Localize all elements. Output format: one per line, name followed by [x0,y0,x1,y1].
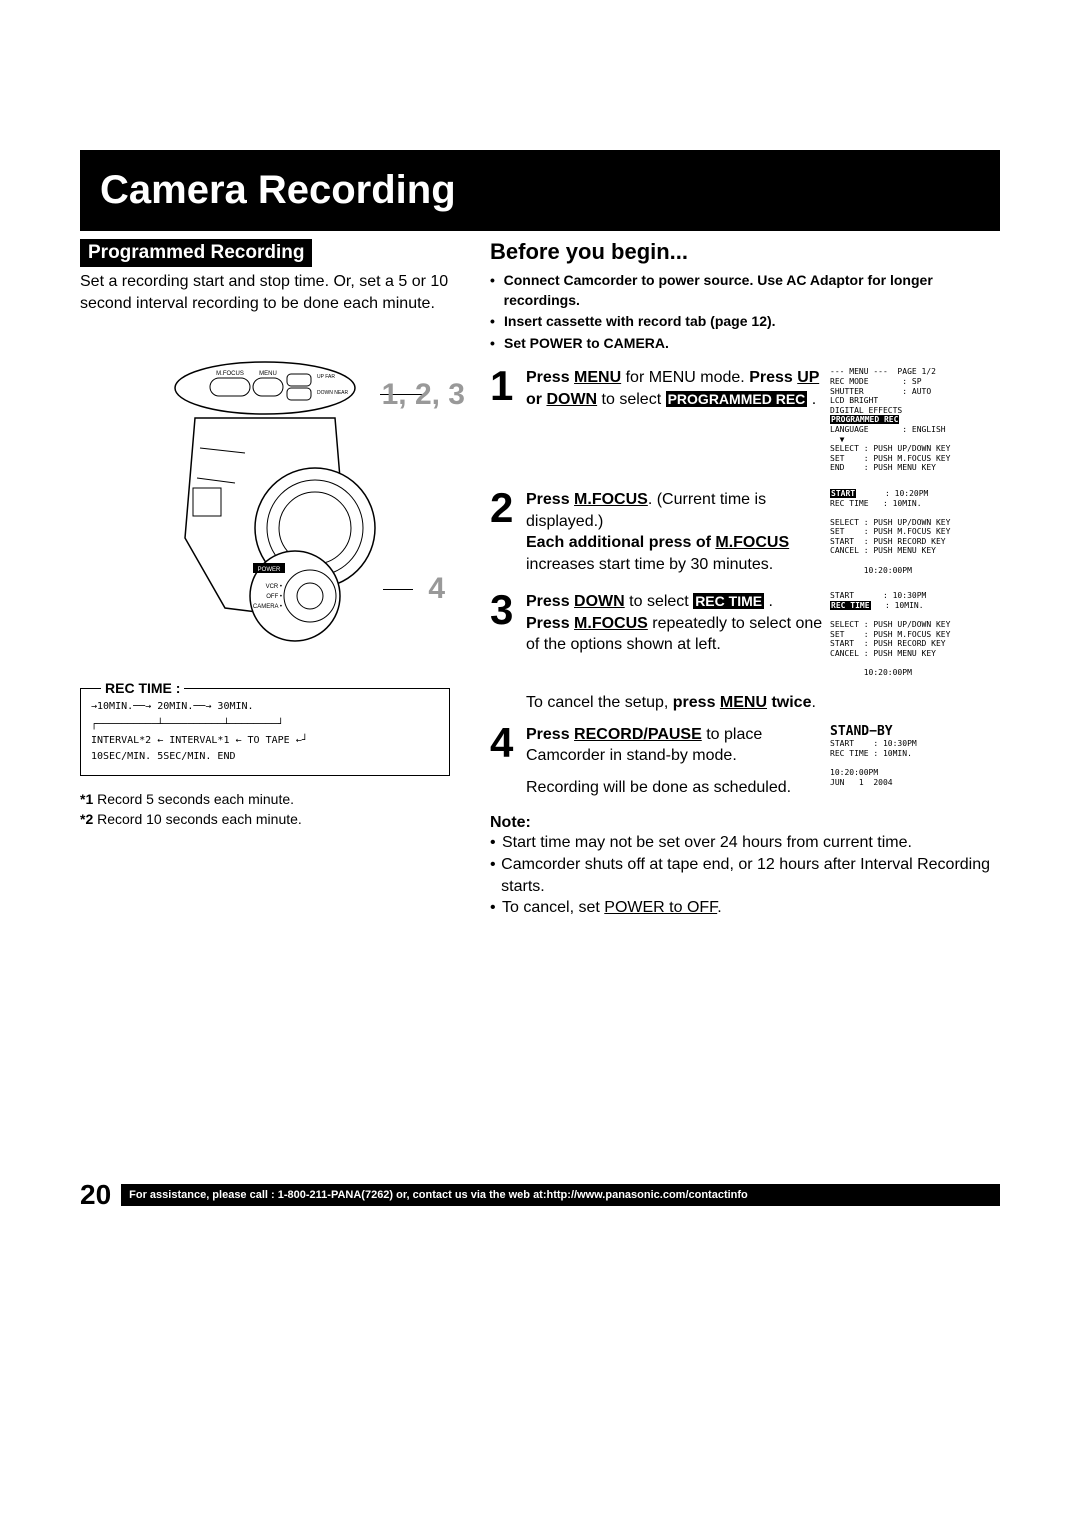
note-item: •Start time may not be set over 24 hours… [490,832,1000,854]
step-number: 2 [490,489,526,575]
intro-text: Set a recording start and stop time. Or,… [80,271,450,314]
before-heading: Before you begin... [490,239,1000,265]
note-star2: *2 [80,811,93,827]
cancel-note: To cancel the setup, press MENU twice. [526,694,1000,712]
before-item-text: Insert cassette with record tab (page 12… [504,312,776,332]
note1-text: Record 5 seconds each minute. [93,791,294,807]
step-number: 3 [490,591,526,677]
svg-text:POWER: POWER [258,567,281,573]
footer-bar: For assistance, please call : 1-800-211-… [121,1184,1000,1206]
before-item-text: Set POWER to CAMERA. [504,334,669,354]
step4-display: STAND−BY START : 10:30PM REC TIME : 10MI… [830,724,1000,799]
page-footer: 20 For assistance, please call : 1-800-2… [80,1179,1000,1211]
callout-123: 1, 2, 3 [382,378,465,412]
rectime-box: REC TIME : →10MIN.──→ 20MIN.──→ 30MIN. ┌… [80,688,450,776]
camera-illustration: M.FOCUS MENU UP FAR DOWN NEAR POWER VCR … [115,338,415,658]
page-title: Camera Recording [80,150,1000,231]
step3-display: START : 10:30PM REC TIME : 10MIN. SELECT… [830,591,1000,677]
note-text: To cancel, set POWER to OFF. [502,897,722,919]
before-item: •Connect Camcorder to power source. Use … [490,271,1000,310]
right-column: Before you begin... •Connect Camcorder t… [460,239,1000,919]
svg-text:UP FAR: UP FAR [317,374,335,380]
rectime-chip: REC TIME [693,593,764,609]
note-text: Start time may not be set over 24 hours … [502,832,912,854]
svg-text:CAMERA •: CAMERA • [253,604,282,610]
svg-text:M.FOCUS: M.FOCUS [216,371,244,377]
step-body: Press M.FOCUS. (Current time is displaye… [526,489,830,575]
note-heading: Note: [490,814,1000,832]
step-3: 3 Press DOWN to select REC TIME . Press … [490,591,1000,677]
step-1: 1 Press MENU for MENU mode. Press UP or … [490,367,1000,473]
step-number: 4 [490,724,526,799]
callout-line-2 [383,589,413,590]
svg-text:MENU: MENU [259,371,277,377]
before-list: •Connect Camcorder to power source. Use … [490,271,1000,353]
step-number: 1 [490,367,526,473]
note-item: •To cancel, set POWER to OFF. [490,897,1000,919]
step2-display: START : 10:20PM REC TIME : 10MIN. SELECT… [830,489,1000,575]
before-item-text: Connect Camcorder to power source. Use A… [504,271,1000,310]
rectime-line3: 10SEC/MIN. 5SEC/MIN. END [91,749,441,765]
before-item: •Insert cassette with record tab (page 1… [490,312,1000,332]
rectime-label: REC TIME : [101,680,184,696]
step-body: Press RECORD/PAUSE to place Camcorder in… [526,724,830,799]
before-item: •Set POWER to CAMERA. [490,334,1000,354]
note-star1: *1 [80,791,93,807]
manual-page: Camera Recording Programmed Recording Se… [80,150,1000,1211]
rectime-line2: INTERVAL*2 ← INTERVAL*1 ← TO TAPE ←┘ [91,733,441,749]
note-list: •Start time may not be set over 24 hours… [490,832,1000,918]
content-columns: Programmed Recording Set a recording sta… [80,231,1000,919]
note2-text: Record 10 seconds each minute. [93,811,302,827]
svg-text:VCR •: VCR • [266,584,282,590]
step-2: 2 Press M.FOCUS. (Current time is displa… [490,489,1000,575]
svg-text:OFF •: OFF • [266,594,282,600]
rectime-line1: →10MIN.──→ 20MIN.──→ 30MIN. [91,699,441,715]
step-4: 4 Press RECORD/PAUSE to place Camcorder … [490,724,1000,799]
steps: 1 Press MENU for MENU mode. Press UP or … [490,367,1000,918]
step-body: Press MENU for MENU mode. Press UP or DO… [526,367,830,473]
callout-4: 4 [428,572,445,606]
programmed-rec-chip: PROGRAMMED REC [666,391,808,407]
svg-text:DOWN NEAR: DOWN NEAR [317,390,349,396]
left-column: Programmed Recording Set a recording sta… [80,239,460,919]
rectime-flow: →10MIN.──→ 20MIN.──→ 30MIN. ┌──────────┴… [91,699,441,765]
step1-display: --- MENU --- PAGE 1/2 REC MODE : SP SHUT… [830,367,1000,473]
page-number: 20 [80,1179,111,1211]
camera-svg: M.FOCUS MENU UP FAR DOWN NEAR POWER VCR … [115,338,415,658]
note-item: •Camcorder shuts off at tape end, or 12 … [490,854,1000,897]
section-heading: Programmed Recording [80,239,312,267]
rectime-notes: *1 Record 5 seconds each minute. *2 Reco… [80,790,450,829]
step-body: Press DOWN to select REC TIME . Press M.… [526,591,830,677]
note-text: Camcorder shuts off at tape end, or 12 h… [501,854,1000,897]
